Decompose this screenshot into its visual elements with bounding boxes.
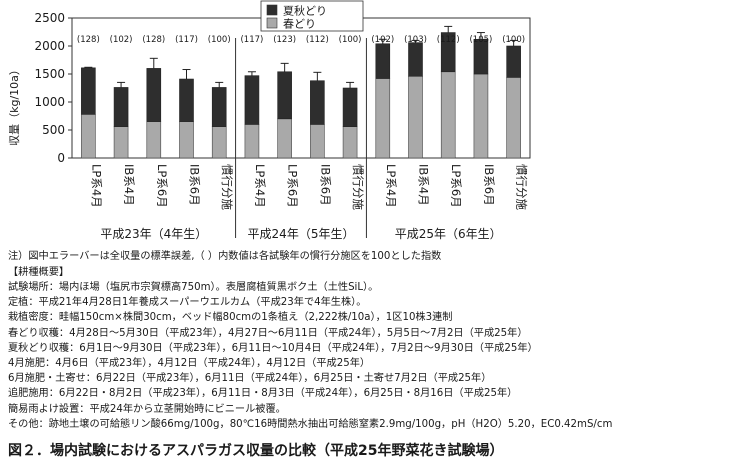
index-label: (103) — [404, 35, 427, 45]
note-line: 6月施肥・土寄せ：6月22日（平成23年），6月11日（平成24年），6月25日… — [8, 373, 492, 385]
x-tick-label: 慣行分施 — [351, 164, 365, 210]
y-tick-label: 2500 — [34, 11, 65, 25]
bar-spring — [277, 118, 292, 159]
x-tick-label: LP系6月 — [155, 164, 169, 208]
group-label: 平成25年（6年生） — [395, 227, 502, 241]
note-line: 追肥施用：6月22日・8月2日（平成23年），6月11日・8月3日（平成24年）… — [8, 388, 518, 400]
outline-title: 【耕種概要】 — [8, 267, 70, 278]
x-tick-label: LP系6月 — [286, 164, 300, 208]
x-tick-label: 慣行分施 — [515, 164, 529, 210]
plot-border — [71, 17, 531, 159]
note-line: 春どり収穫：4月28日～5月30日（平成23年），4月27日～6月11日（平成2… — [8, 327, 528, 339]
note-line: 試験場所：場内ほ場（塩尻市宗賀標高750m）。表層腐植質黒ボク土（土性SiL）。 — [8, 282, 379, 293]
index-label: (102) — [371, 35, 394, 45]
bar-summer-autumn — [244, 75, 260, 125]
figure-caption: 図２．場内試験におけるアスパラガス収量の比較（平成25年野菜花き試験場） — [8, 443, 504, 459]
y-tick-label: 1000 — [34, 95, 65, 109]
legend-label: 夏秋どり — [283, 4, 327, 18]
index-label: (100) — [208, 35, 231, 45]
bar-spring — [440, 71, 456, 159]
bar-spring — [113, 126, 129, 159]
bar-spring — [375, 78, 391, 159]
x-tick-labels: LP系4月 IB系4月 LP系6月 IB系6月 慣行分施 LP系4月 LP系6月 IB系6月 慣… — [89, 164, 528, 210]
yield-chart: 0 500 1000 1500 2000 2500 収量（kg/10a） (128) (10… — [8, 0, 531, 241]
note-line: 栽植密度：畦幅150cm×株間30cm，ベッド幅80cmの1条植え（2,222株… — [8, 312, 453, 324]
bar-summer-autumn — [277, 71, 292, 120]
y-axis-label: 収量（kg/10a） — [8, 64, 21, 146]
bar-summer-autumn — [310, 80, 325, 125]
note-line: 定植：平成21年4月28日1年養成スーパーウエルカム（平成23年で4年生株）。 — [8, 297, 367, 309]
year-groups: 平成23年（4年生） 平成24年（5年生） 平成25年（6年生） — [100, 38, 502, 241]
index-label: (123) — [273, 35, 296, 45]
note-line: 4月施肥：4月6日（平成23年），4月12日（平成24年），4月12日（平成25… — [8, 358, 371, 369]
group-label: 平成23年（4年生） — [100, 227, 207, 241]
x-tick-label: IB系4月 — [417, 164, 431, 206]
index-label: (128) — [142, 35, 165, 45]
bar-spring — [244, 124, 260, 159]
bar-summer-autumn — [179, 78, 194, 122]
bar-summer-autumn — [113, 87, 129, 127]
chart-frame — [71, 17, 531, 159]
bar-spring — [342, 126, 358, 159]
index-label: (105) — [469, 35, 492, 45]
x-tick-label: IB系4月 — [122, 164, 136, 206]
index-label: (112) — [437, 35, 460, 45]
index-label: (117) — [175, 35, 198, 45]
y-tick-label: 1500 — [34, 67, 65, 81]
note-line: 夏秋どり収穫：6月1日～9月30日（平成23年），6月11日～10月4日（平成2… — [8, 342, 538, 354]
legend-label: 春どり — [283, 18, 316, 31]
bar-summer-autumn — [146, 68, 162, 122]
bar-spring — [408, 75, 423, 159]
index-label: (102) — [110, 35, 133, 45]
note-line: その他：跡地土壌の可給態リン酸66mg/100g，80℃16時間熱水抽出可給態窒… — [8, 418, 613, 430]
index-label: (100) — [339, 35, 362, 45]
index-label: (128) — [77, 35, 100, 45]
x-tick-label: IB系6月 — [318, 164, 332, 206]
bar-spring — [506, 77, 521, 159]
index-label: (112) — [306, 35, 329, 45]
legend-box — [260, 0, 364, 32]
y-axis: 0 500 1000 1500 2000 2500 — [34, 11, 72, 165]
bar-summer-autumn — [375, 43, 391, 79]
bar-spring — [146, 121, 162, 159]
bar-summer-autumn — [408, 42, 423, 77]
bar-spring — [310, 124, 325, 159]
x-tick-label: LP系6月 — [449, 164, 463, 208]
group-label: 平成24年（5年生） — [248, 227, 355, 241]
y-tick-label: 500 — [42, 123, 65, 137]
bar-spring — [81, 114, 96, 159]
bar-summer-autumn — [506, 45, 521, 78]
footnote: 注）図中エラーバーは全収量の標準誤差,（ ）内数値は各試験年の慣行分施区を100… — [8, 251, 442, 262]
y-tick-label: 2000 — [34, 39, 65, 53]
bar-summer-autumn — [211, 87, 227, 127]
x-tick-label: IB系6月 — [188, 164, 202, 206]
bar-spring — [473, 73, 489, 159]
bar-spring — [179, 121, 194, 159]
x-tick-label: LP系4月 — [384, 164, 398, 208]
bar-summer-autumn — [81, 67, 96, 115]
x-tick-label: LP系4月 — [253, 164, 267, 208]
note-line: 簡易雨よけ設置：平成24年から立茎開始時にビニール被覆。 — [8, 403, 286, 415]
index-label: (117) — [240, 35, 263, 45]
legend-swatch — [266, 4, 278, 16]
x-tick-label: 慣行分施 — [220, 164, 234, 210]
legend-swatch — [266, 17, 278, 29]
bar-summer-autumn — [342, 87, 358, 127]
x-tick-label: IB系6月 — [482, 164, 496, 206]
index-label: (100) — [502, 35, 525, 45]
x-tick-label: LP系4月 — [89, 164, 103, 208]
bar-spring — [211, 126, 227, 159]
y-tick-label: 0 — [57, 151, 65, 165]
bars: (128) (102) (128) (117) (100) (117) (123) (112)… — [77, 25, 525, 159]
